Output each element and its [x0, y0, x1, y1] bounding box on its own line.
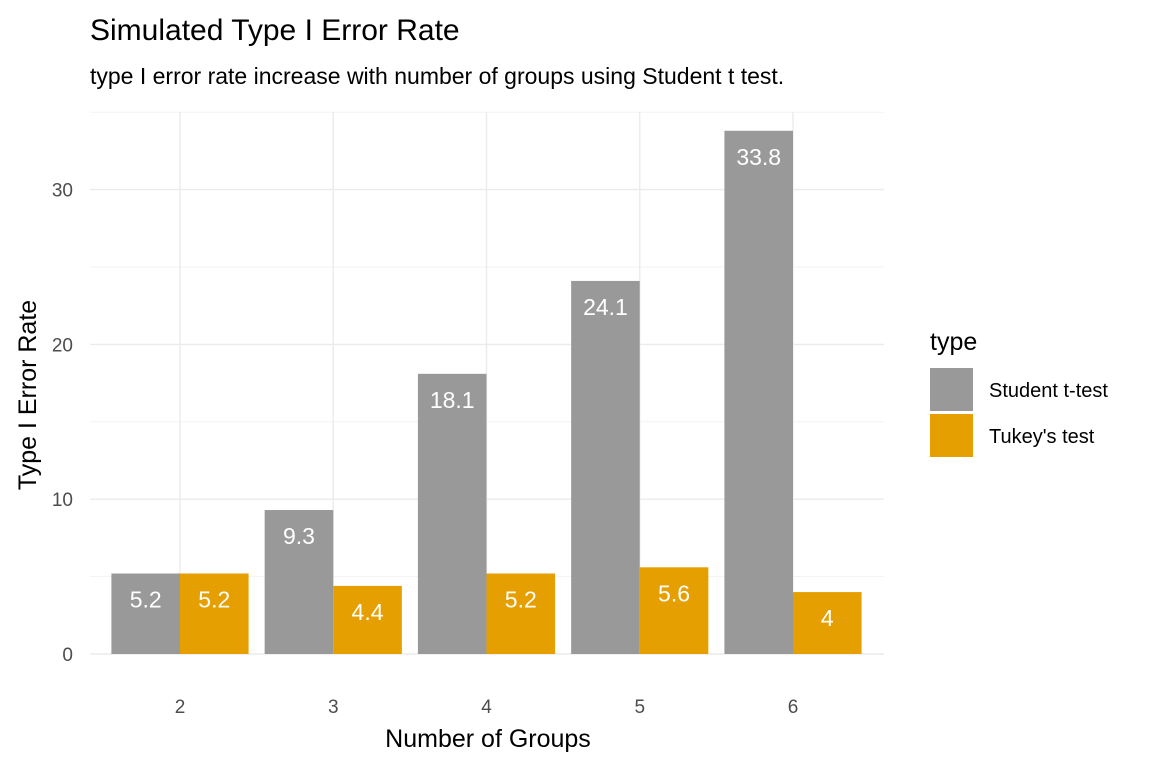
bar-value-label: 4: [821, 605, 834, 631]
bar-value-label: 4.4: [352, 599, 384, 625]
bar: [180, 573, 249, 654]
bar: [333, 585, 402, 654]
bar-value-label: 9.3: [283, 523, 315, 549]
x-axis-ticks: 2 3 4 5 6: [175, 697, 799, 718]
x-tick-label: 4: [481, 697, 492, 718]
bars: [111, 130, 862, 654]
bar: [264, 510, 334, 654]
y-tick-label: 10: [52, 490, 73, 511]
x-tick-label: 6: [788, 697, 799, 718]
legend-key: [930, 368, 973, 411]
bar-value-label: 33.8: [736, 144, 781, 170]
y-tick-label: 20: [52, 335, 73, 356]
legend-key: [930, 414, 973, 457]
legend-label: Student t-test: [989, 380, 1108, 402]
y-axis-ticks: 0 10 20 30: [52, 181, 73, 666]
x-tick-label: 5: [634, 697, 645, 718]
bar-value-label: 5.2: [130, 587, 162, 613]
bar: [639, 567, 709, 654]
bar: [111, 573, 180, 654]
x-axis-title: Number of Groups: [385, 725, 591, 753]
y-axis-title: Type I Error Rate: [14, 300, 42, 490]
chart-title: Simulated Type I Error Rate: [90, 14, 460, 47]
bar: [417, 373, 487, 654]
bar: [486, 573, 556, 654]
legend-items: Student t-test Tukey's test: [930, 368, 1108, 457]
bar-value-label: 5.2: [198, 587, 230, 613]
legend-title: type: [930, 328, 977, 356]
legend: type Student t-test Tukey's test: [930, 328, 1108, 457]
chart-subtitle: type I error rate increase with number o…: [90, 63, 784, 89]
bar: [571, 280, 640, 654]
bar-value-label: 24.1: [583, 294, 628, 320]
bar-value-label: 5.6: [658, 580, 690, 606]
bar-value-label: 5.2: [505, 587, 537, 613]
bar-labels: 5.2 5.2 9.3 4.4 18.1 5.2 24.1 5.6 33.8 4: [130, 144, 834, 631]
plot-panel: 5.2 5.2 9.3 4.4 18.1 5.2 24.1 5.6 33.8 4: [90, 111, 884, 655]
x-tick-label: 3: [328, 697, 339, 718]
y-tick-label: 0: [62, 645, 73, 666]
bar: [793, 592, 862, 654]
bar-value-label: 18.1: [430, 387, 475, 413]
x-tick-label: 2: [175, 697, 186, 718]
bar: [724, 130, 793, 654]
y-tick-label: 30: [52, 181, 73, 202]
legend-label: Tukey's test: [989, 426, 1095, 448]
